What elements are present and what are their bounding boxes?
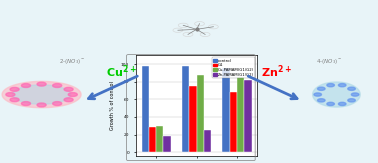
Circle shape <box>348 99 355 102</box>
Circle shape <box>22 102 31 105</box>
Circle shape <box>53 102 62 105</box>
Text: $\mathbf{Cu^{2+}}$: $\mathbf{Cu^{2+}}$ <box>105 63 136 80</box>
Bar <box>142 66 149 152</box>
Bar <box>244 80 251 152</box>
Circle shape <box>68 93 77 96</box>
Text: $\mathbf{Zn^{2+}}$: $\mathbf{Zn^{2+}}$ <box>260 63 291 80</box>
Circle shape <box>352 93 359 96</box>
Circle shape <box>314 93 321 96</box>
Y-axis label: Growth % of control: Growth % of control <box>110 82 115 130</box>
Bar <box>189 86 197 152</box>
Circle shape <box>318 87 325 90</box>
Polygon shape <box>313 82 360 107</box>
Circle shape <box>64 98 73 102</box>
Bar <box>204 130 211 152</box>
Circle shape <box>327 83 335 87</box>
Polygon shape <box>2 81 81 108</box>
Circle shape <box>348 87 355 90</box>
Circle shape <box>10 87 19 91</box>
Circle shape <box>338 83 346 87</box>
Bar <box>149 127 156 152</box>
Circle shape <box>37 103 46 107</box>
Bar <box>182 66 189 152</box>
Polygon shape <box>12 85 71 104</box>
Circle shape <box>64 87 73 91</box>
Bar <box>163 136 171 152</box>
Circle shape <box>6 93 15 96</box>
Circle shape <box>338 102 346 106</box>
Bar <box>222 68 230 152</box>
Circle shape <box>53 84 62 88</box>
Circle shape <box>318 99 325 102</box>
Circle shape <box>10 98 19 102</box>
Legend: control, G1, Cu-PAMAM(G1/G2), Zn-PAMAM(G1/G2): control, G1, Cu-PAMAM(G1/G2), Zn-PAMAM(G… <box>212 57 255 78</box>
Bar <box>237 77 244 152</box>
Text: $2\text{-}(NO_3)^-$: $2\text{-}(NO_3)^-$ <box>59 57 85 67</box>
Circle shape <box>22 84 31 88</box>
Text: $4\text{-}(NO_3)^-$: $4\text{-}(NO_3)^-$ <box>316 57 342 67</box>
Circle shape <box>37 82 46 86</box>
Bar <box>156 126 163 152</box>
Bar <box>197 75 204 152</box>
Bar <box>230 92 237 152</box>
Circle shape <box>327 102 335 106</box>
